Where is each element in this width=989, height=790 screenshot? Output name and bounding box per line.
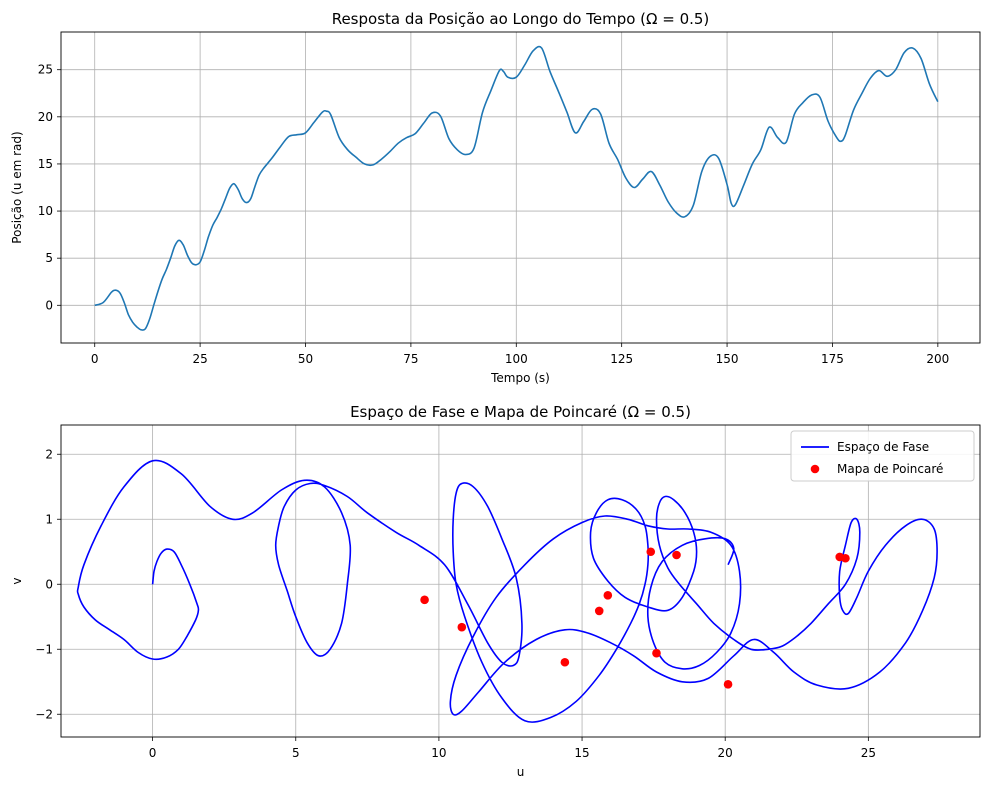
x-tick-label: 25 <box>192 352 207 366</box>
y-tick-label: 5 <box>45 251 53 265</box>
poincare-point <box>646 547 656 557</box>
legend: Espaço de Fase Mapa de Poincaré <box>790 430 975 482</box>
y-axis-label: v <box>10 577 24 584</box>
x-tick-label: 175 <box>821 352 844 366</box>
position-series-line <box>94 45 939 331</box>
poincare-point <box>457 622 467 632</box>
x-tick-label: 25 <box>861 746 876 760</box>
x-tick-label: 5 <box>292 746 300 760</box>
chart-title: Espaço de Fase e Mapa de Poincaré (Ω = 0… <box>350 403 691 421</box>
x-tick-label: 15 <box>574 746 589 760</box>
x-tick-label: 0 <box>149 746 157 760</box>
y-tick-label: 2 <box>45 447 53 461</box>
legend-label: Espaço de Fase <box>837 440 929 454</box>
x-tick-label: 0 <box>91 352 99 366</box>
y-tick-label: 0 <box>45 577 53 591</box>
poincare-point <box>560 657 570 667</box>
y-tick-label: 25 <box>38 63 53 77</box>
axes-frame <box>60 424 981 738</box>
y-tick-label: 20 <box>38 110 53 124</box>
x-tick-label: 10 <box>431 746 446 760</box>
y-axis-label: Posição (u em rad) <box>10 131 24 243</box>
legend-label: Mapa de Poincaré <box>837 462 943 476</box>
x-tick-label: 75 <box>403 352 418 366</box>
axes-frame <box>60 31 981 344</box>
phase-space-line <box>76 459 938 723</box>
y-tick-label: −1 <box>35 642 53 656</box>
y-tick-label: 1 <box>45 512 53 526</box>
chart-1: 0 25 50 75 100 125 150 175 200 0 5 10 15 20 25 Resposta… <box>10 10 981 385</box>
poincare-point <box>603 591 613 600</box>
x-axis-label: u <box>517 765 525 779</box>
poincare-point <box>420 595 429 605</box>
x-axis-label: Tempo (s) <box>490 371 550 385</box>
x-tick-label: 200 <box>926 352 949 366</box>
poincare-point <box>594 606 604 616</box>
poincare-point <box>652 648 661 658</box>
x-tick-label: 50 <box>298 352 313 366</box>
legend-marker-poincare <box>810 464 820 474</box>
x-tick-label: 100 <box>505 352 528 366</box>
y-tick-label: 10 <box>38 204 53 218</box>
chart-title: Resposta da Posição ao Longo do Tempo (Ω… <box>332 10 710 28</box>
y-tick-label: 15 <box>38 157 53 171</box>
poincare-point <box>841 553 850 563</box>
chart-2: 0 5 10 15 20 25 −2 −1 0 1 2 Espaço de Fase e Mapa d… <box>10 403 981 779</box>
legend-box <box>790 430 975 482</box>
y-tick-label: 0 <box>45 298 53 312</box>
x-tick-label: 125 <box>610 352 633 366</box>
poincare-point <box>723 680 733 689</box>
poincare-point <box>672 550 681 560</box>
x-tick-label: 150 <box>716 352 739 366</box>
x-tick-label: 20 <box>718 746 733 760</box>
y-tick-label: −2 <box>35 707 53 721</box>
